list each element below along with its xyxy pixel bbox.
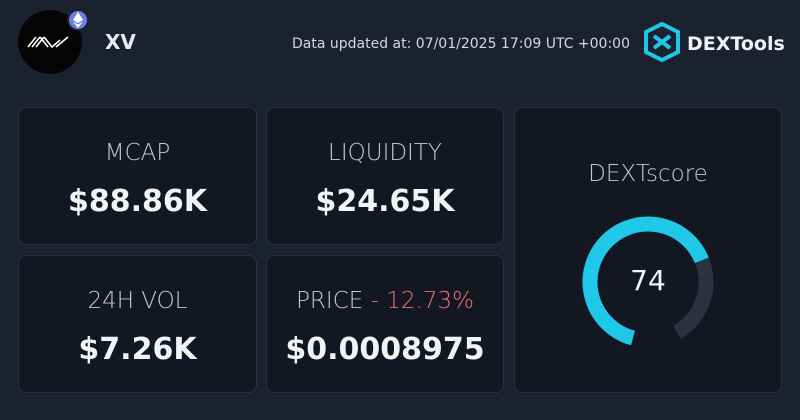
stat-label: PRICE — [296, 288, 364, 314]
score-value: 74 — [630, 264, 666, 297]
stat-label: MCAP — [104, 140, 171, 166]
score-label: DEXTscore — [588, 161, 708, 187]
eth-icon — [73, 12, 83, 28]
score-gauge: 74 — [582, 216, 714, 346]
token-logo — [18, 10, 82, 74]
gauge-track — [672, 257, 714, 339]
header: XV Data updated at: 07/01/2025 17:09 UTC… — [18, 9, 785, 74]
brand-logo — [644, 21, 680, 63]
token-glyph — [27, 36, 69, 49]
stat-label: 24H VOL — [87, 288, 188, 314]
gauge-fill — [582, 216, 709, 346]
brand-name: DEXTools — [687, 33, 785, 55]
stat-value: $24.65K — [315, 184, 455, 219]
stat-card: LIQUIDITY $24.65K — [266, 107, 504, 245]
stat-card: MCAP $88.86K — [18, 107, 257, 245]
price-change: - 12.73% — [370, 288, 474, 314]
stat-card: PRICE - 12.73% $0.0008975 — [266, 255, 504, 393]
stat-label: LIQUIDITY — [328, 140, 442, 166]
stat-value: $88.86K — [67, 184, 207, 219]
stat-value: $0.0008975 — [285, 332, 485, 367]
token-name: XV — [105, 30, 136, 54]
stat-value: $7.26K — [78, 332, 197, 367]
stat-card: 24H VOL $7.26K — [18, 255, 257, 393]
score-card: DEXTscore 74 — [514, 107, 782, 393]
stat-label-row: PRICE - 12.73% — [267, 288, 503, 314]
updated-time: Data updated at: 07/01/2025 17:09 UTC +0… — [292, 36, 630, 52]
